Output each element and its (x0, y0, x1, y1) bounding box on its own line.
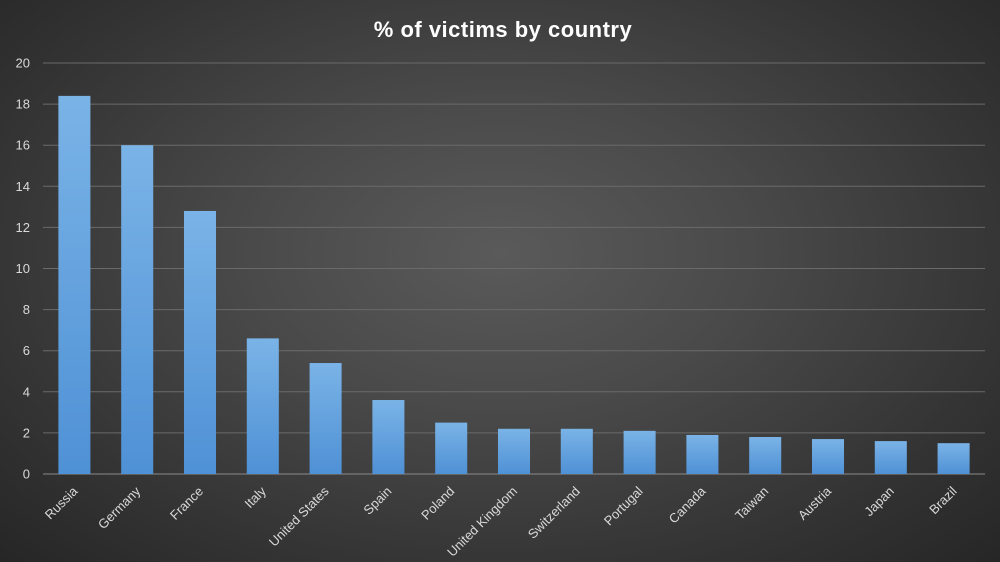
y-tick-label: 20 (16, 56, 30, 71)
bar-japan (874, 441, 907, 474)
y-tick-label: 18 (16, 97, 30, 112)
x-category-label: Germany (95, 483, 144, 532)
y-axis-ticks: 0 2 4 6 8 10 12 14 16 18 20 (16, 56, 30, 482)
x-category-label: Poland (418, 484, 457, 523)
chart-title: % of victims by country (374, 17, 633, 42)
y-tick-label: 4 (23, 384, 30, 399)
y-tick-label: 16 (16, 138, 30, 153)
bar-austria (811, 439, 845, 474)
bar-spain (372, 400, 405, 474)
bar-poland (435, 422, 468, 474)
x-category-label: Japan (861, 484, 897, 520)
bar-taiwan (749, 437, 782, 474)
bar-france (183, 210, 217, 474)
y-tick-label: 8 (23, 302, 30, 317)
bars (58, 95, 970, 474)
x-category-label: Taiwan (732, 484, 771, 523)
bar-brazil (937, 443, 970, 474)
x-category-label: Portugal (601, 483, 646, 528)
y-tick-label: 6 (23, 343, 30, 358)
bar-switzerland (560, 428, 593, 474)
y-tick-label: 12 (16, 220, 30, 235)
x-category-label: Brazil (926, 483, 960, 517)
x-category-label: France (167, 484, 206, 523)
x-category-label: Austria (795, 483, 835, 523)
y-tick-label: 0 (23, 467, 30, 482)
bar-italy (246, 338, 279, 474)
y-tick-label: 2 (23, 425, 30, 440)
y-tick-label: 10 (16, 261, 30, 276)
bar-germany (121, 145, 154, 474)
x-category-label: Italy (241, 483, 269, 511)
x-category-label: United States (266, 483, 332, 549)
bar-canada (686, 434, 719, 474)
x-category-label: Switzerland (525, 484, 583, 542)
x-category-label: Spain (360, 484, 394, 518)
x-category-label: Russia (42, 483, 81, 522)
y-tick-label: 14 (16, 179, 30, 194)
bar-united-kingdom (497, 428, 531, 474)
bar-united-states (309, 363, 342, 474)
x-category-label: Canada (666, 483, 709, 526)
bar-portugal (623, 430, 656, 474)
bar-russia (58, 95, 91, 474)
